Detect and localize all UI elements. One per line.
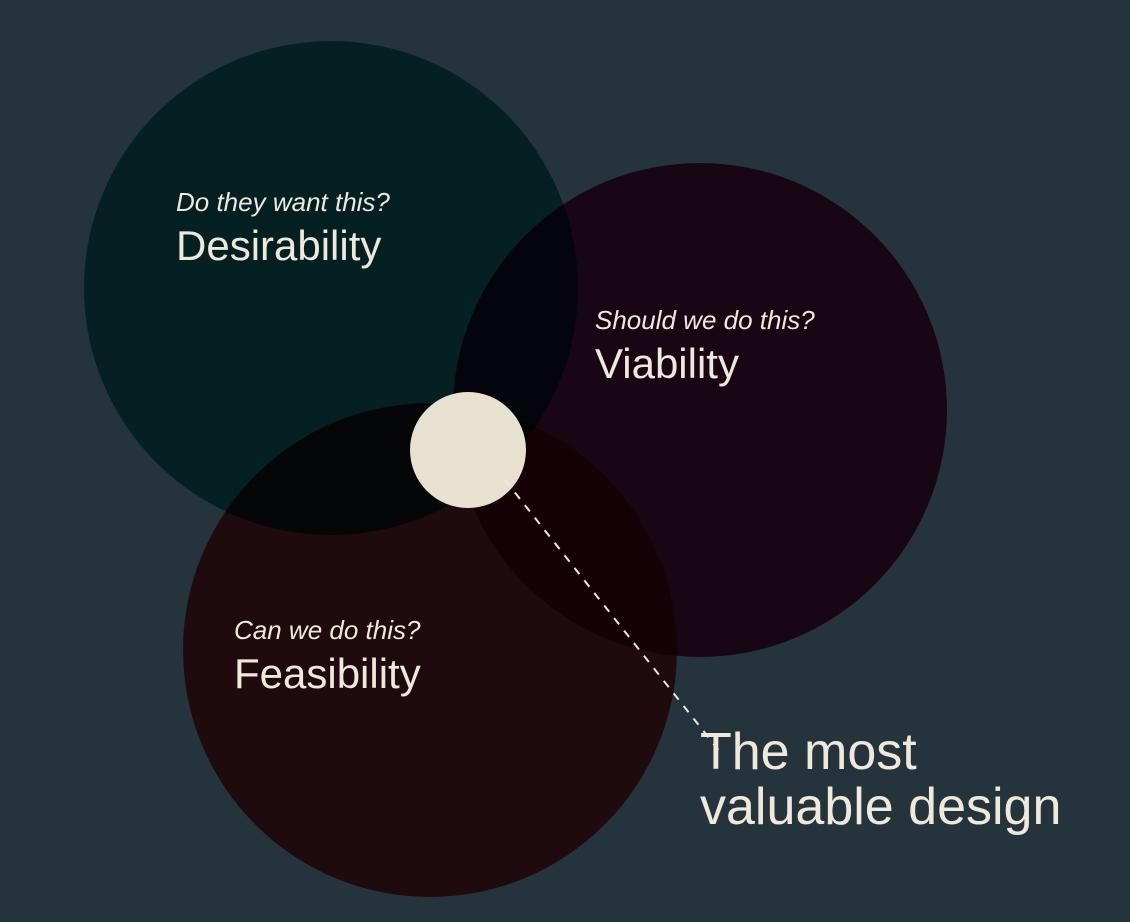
- title-viability: Viability: [595, 341, 815, 387]
- callout-text: The most valuable design: [700, 725, 1061, 834]
- question-feasibility: Can we do this?: [234, 616, 421, 645]
- callout-line-2: valuable design: [700, 780, 1061, 835]
- label-feasibility: Can we do this? Feasibility: [234, 616, 421, 697]
- question-desirability: Do they want this?: [176, 188, 390, 217]
- center-overlap: [410, 392, 526, 508]
- venn-diagram: Do they want this? Desirability Should w…: [0, 0, 1130, 922]
- callout-line-1: The most: [700, 725, 1061, 780]
- title-desirability: Desirability: [176, 223, 390, 269]
- question-viability: Should we do this?: [595, 306, 815, 335]
- label-desirability: Do they want this? Desirability: [176, 188, 390, 269]
- label-viability: Should we do this? Viability: [595, 306, 815, 387]
- title-feasibility: Feasibility: [234, 651, 421, 697]
